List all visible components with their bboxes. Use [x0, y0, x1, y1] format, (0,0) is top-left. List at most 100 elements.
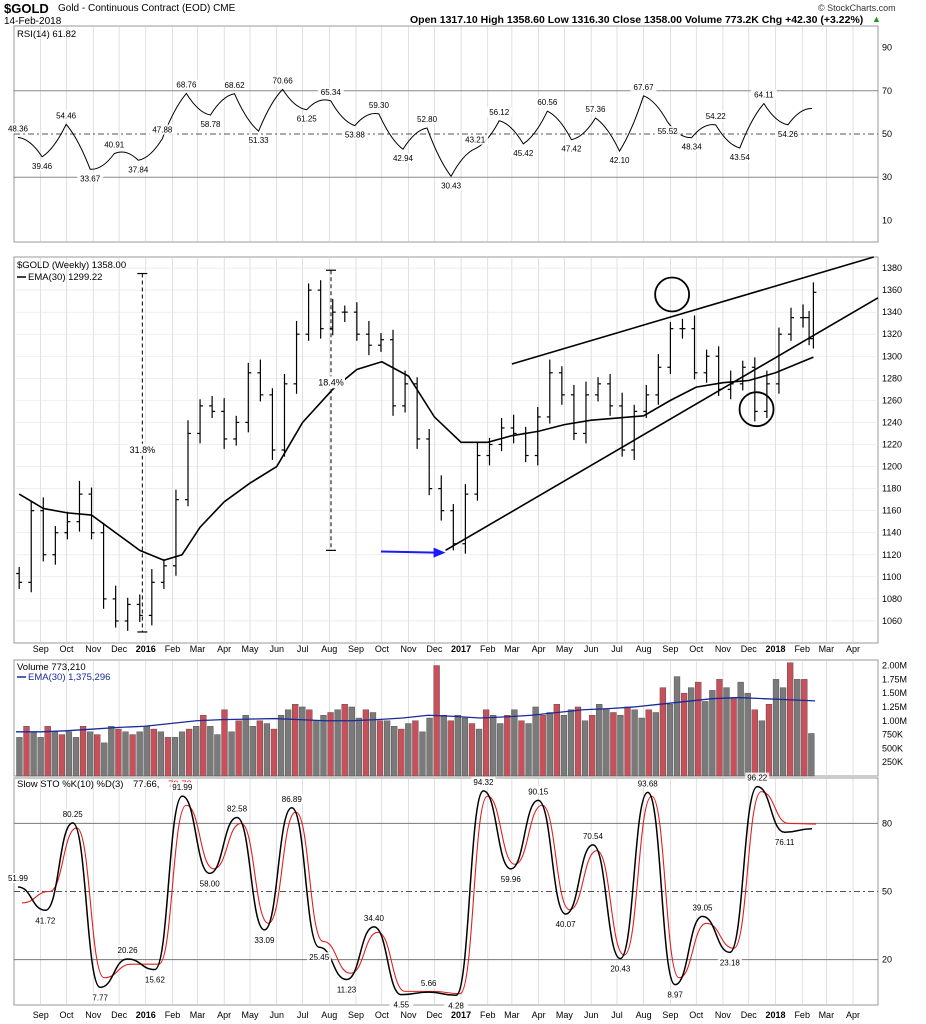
stoch-data-label: 70.54	[583, 832, 604, 841]
volume-bar	[751, 709, 758, 777]
instrument-name: Gold - Continuous Contract (EOD)	[58, 3, 211, 14]
volume-bar	[772, 679, 780, 777]
x-tick-label: Aug	[321, 644, 337, 654]
price-tick-label: 1180	[882, 484, 901, 494]
stoch-label-bg	[115, 945, 140, 956]
x-tick-label: Feb	[480, 644, 496, 654]
volume-panel: 250K 500K 750K 1.00M 1.25M 1.50M 1.75M 2.00M Vol…	[16, 661, 907, 777]
stoch-label-bg	[526, 786, 551, 797]
volume-bar	[334, 709, 341, 777]
stoch-data-label: 20.43	[610, 965, 631, 974]
price-tick-label: 1080	[882, 594, 902, 604]
x-tick-label: Jun	[269, 644, 284, 654]
rsi-label-bg	[77, 173, 104, 184]
rsi-label-bg	[582, 104, 609, 115]
volume-bar	[108, 726, 115, 777]
header-symbol: $GOLD	[4, 1, 49, 16]
volume-bar	[596, 703, 603, 777]
stoch-data-label: 4.28	[448, 1001, 464, 1010]
volume-bar	[603, 709, 610, 777]
stoch-data-label: 15.62	[145, 976, 166, 985]
rsi-data-label: 68.62	[225, 81, 246, 90]
stoch-data-label: 93.68	[638, 779, 659, 788]
volume-bar	[426, 717, 433, 777]
price-tick-label: 1220	[882, 439, 902, 449]
stoch-data-label: 5.66	[421, 979, 437, 988]
stoch-label-bg	[60, 808, 85, 819]
volume-bar	[341, 703, 348, 777]
stoch-label-bg	[252, 934, 277, 945]
rsi-data-label: 54.26	[778, 130, 799, 139]
x-tick-label: 2017	[451, 644, 471, 654]
volume-bar	[355, 717, 362, 777]
rsi-data-label: 52.80	[417, 115, 438, 124]
volume-tick-label: 1.75M	[882, 674, 907, 684]
x-tick-label: Mar	[819, 1010, 835, 1020]
x-tick-label: Apr	[846, 1010, 860, 1020]
rsi-panel: 10 30 50 70 90 RSI(14) 61.82 48.36 39.46 54.46 33…	[5, 29, 892, 225]
volume-bar	[440, 715, 447, 777]
volume-tick-label: 250K	[882, 757, 903, 767]
volume-bar	[702, 701, 709, 777]
rsi-label-bg	[5, 123, 31, 134]
stoch-tick-label: 50	[882, 887, 892, 897]
x-tick-label: Jul	[297, 1010, 309, 1020]
stoch-label-bg	[444, 1000, 469, 1011]
price-tick-label: 1160	[882, 506, 901, 516]
volume-bar	[482, 709, 490, 777]
stoch-data-label: 23.18	[720, 958, 741, 967]
volume-bar	[30, 731, 37, 777]
volume-bar	[37, 737, 44, 777]
x-tick-label: Sep	[348, 644, 364, 654]
volume-bar	[532, 706, 539, 777]
x-tick-label: Oct	[375, 1010, 390, 1020]
volume-bar	[51, 731, 58, 777]
stoch-label-bg	[307, 952, 332, 963]
trendline	[445, 297, 879, 552]
x-tick-label: 2016	[136, 1010, 156, 1020]
volume-bar	[490, 715, 497, 777]
stoch-data-label: 96.22	[747, 774, 768, 783]
volume-bar	[688, 687, 695, 777]
price-tick-label: 1320	[882, 329, 902, 339]
stoch-data-label: 76.11	[775, 838, 795, 847]
x-tick-label: Jul	[297, 644, 309, 654]
rsi-label-bg	[53, 110, 80, 121]
volume-bar	[794, 679, 801, 777]
volume-bar	[58, 734, 65, 777]
price-tick-label: 1280	[882, 373, 902, 383]
rsi-label-bg	[245, 135, 272, 146]
x-tick-label: Oct	[375, 644, 390, 654]
volume-tick-label: 1.50M	[882, 688, 907, 698]
volume-bar	[101, 742, 108, 777]
rsi-data-label: 51.33	[249, 136, 270, 145]
volume-bar	[122, 731, 129, 777]
volume-bar	[306, 709, 313, 777]
rsi-tick-label: 70	[882, 86, 892, 96]
volume-bar	[631, 709, 638, 777]
volume-bar	[369, 712, 377, 777]
volume-bar	[808, 733, 815, 777]
x-tick-label: 2016	[136, 644, 156, 654]
volume-bar	[680, 692, 688, 777]
header-credit: © StockCharts.com	[818, 3, 896, 13]
x-tick-label: Aug	[636, 1010, 652, 1020]
price-tick-label: 1140	[882, 528, 901, 538]
volume-bar	[65, 731, 73, 777]
stoch-label-bg	[690, 902, 715, 913]
stoch-label-bg	[553, 919, 578, 930]
rsi-label-bg	[197, 119, 224, 130]
stoch-k-line	[17, 785, 813, 997]
x-tick-label: Jun	[269, 1010, 284, 1020]
x-tick-label: Sep	[662, 644, 678, 654]
rsi-label-bg	[726, 151, 753, 162]
volume-ema-label: EMA(30) 1,375,296	[28, 672, 110, 683]
volume-bar	[376, 720, 384, 777]
stoch-tick-label: 80	[882, 818, 892, 828]
volume-bar	[94, 734, 101, 777]
rsi-label-bg	[750, 89, 777, 100]
volume-bar	[433, 665, 440, 777]
stoch-tick-label: 20	[882, 955, 892, 965]
